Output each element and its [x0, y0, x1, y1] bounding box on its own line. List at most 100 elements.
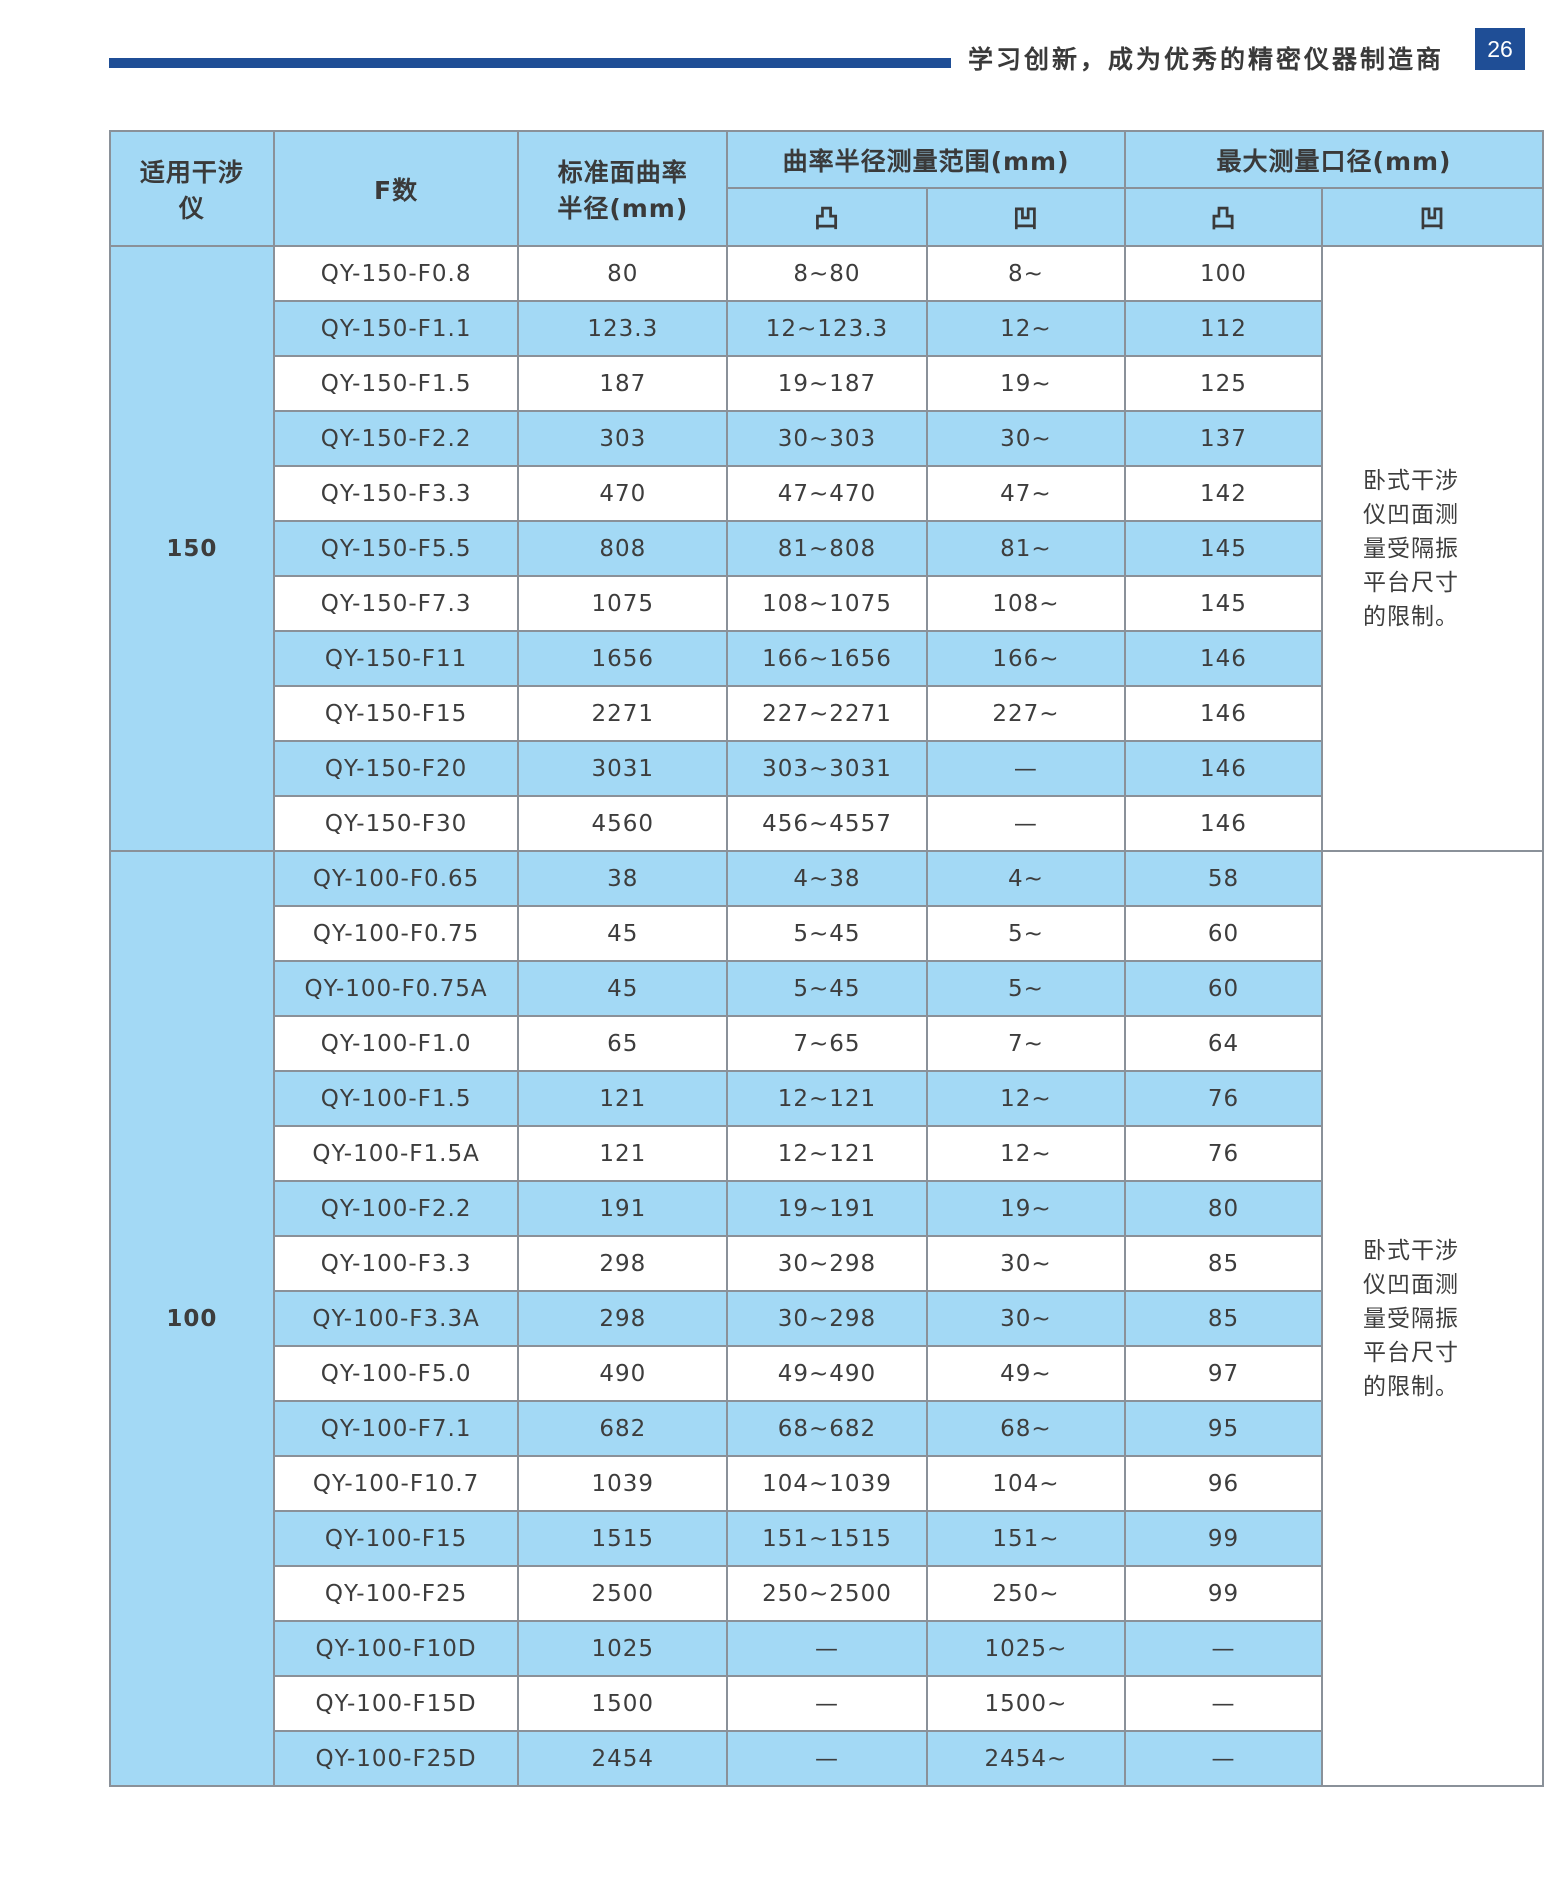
spec-table: 适用干涉仪 F数 标准面曲率半径(mm) 曲率半径测量范围(mm) 最大测量口径… — [109, 130, 1544, 1787]
range-concave-cell: 12~ — [925, 1125, 1126, 1182]
std-radius-cell: 470 — [517, 465, 729, 522]
range-concave-cell: 49~ — [925, 1345, 1126, 1402]
range-concave-cell: 81~ — [925, 520, 1126, 577]
aperture-convex-cell: 58 — [1123, 850, 1323, 907]
f-number-cell: QY-100-F25 — [272, 1565, 520, 1622]
std-radius-cell: 682 — [517, 1400, 729, 1457]
aperture-convex-cell: 95 — [1123, 1400, 1323, 1457]
f-number-cell: QY-100-F3.3 — [272, 1235, 520, 1292]
aperture-convex-cell: 76 — [1123, 1070, 1323, 1127]
table-row: QY-100-F15 1515 151~1515 151~ 99 — [110, 1510, 1543, 1567]
table-row: QY-100-F15D 1500—1500~ — — [110, 1675, 1543, 1732]
range-convex-cell: 12~121 — [726, 1070, 928, 1127]
aperture-convex-cell: 145 — [1123, 520, 1323, 577]
std-radius-cell: 1500 — [517, 1675, 729, 1732]
range-convex-cell: 47~470 — [726, 465, 928, 522]
range-concave-cell: 250~ — [925, 1565, 1126, 1622]
page-number: 26 — [1475, 28, 1525, 70]
range-convex-cell: 456~4557 — [726, 795, 928, 852]
range-convex-cell: 303~3031 — [726, 740, 928, 797]
header-bar — [109, 58, 951, 68]
header-f-number: F数 — [272, 130, 520, 247]
f-number-cell: QY-100-F1.5A — [272, 1125, 520, 1182]
std-radius-cell: 65 — [517, 1015, 729, 1072]
table-row: QY-100-F25D 2454—2454~ — — [110, 1730, 1543, 1787]
f-number-cell: QY-100-F25D — [272, 1730, 520, 1787]
range-convex-cell: 227~2271 — [726, 685, 928, 742]
range-concave-cell: 47~ — [925, 465, 1126, 522]
table-row: QY-100-F10D 1025—1025~ — — [110, 1620, 1543, 1677]
std-radius-cell: 121 — [517, 1125, 729, 1182]
header-radius-range: 曲率半径测量范围(mm) — [726, 130, 1126, 189]
f-number-cell: QY-100-F0.75A — [272, 960, 520, 1017]
table-row: QY-150-F5.5 808 81~808 81~ 145 — [110, 520, 1543, 577]
f-number-cell: QY-150-F5.5 — [272, 520, 520, 577]
header-std-radius: 标准面曲率半径(mm) — [517, 130, 729, 247]
f-number-cell: QY-150-F1.1 — [272, 300, 520, 357]
aperture-convex-cell: 112 — [1123, 300, 1323, 357]
table-row: QY-100-F5.0 490 49~490 49~ 97 — [110, 1345, 1543, 1402]
std-radius-cell: 808 — [517, 520, 729, 577]
range-concave-cell: 104~ — [925, 1455, 1126, 1512]
aperture-convex-cell: 60 — [1123, 905, 1323, 962]
table-row: QY-150-F2.2 303 30~303 30~ 137 — [110, 410, 1543, 467]
range-concave-cell: 30~ — [925, 410, 1126, 467]
table-row: 100 QY-100-F0.65 38 4~38 4~ 58 卧式干涉仪凹面测量受隔振平台尺… — [109, 850, 1544, 1787]
aperture-convex-cell: — — [1123, 1730, 1323, 1787]
aperture-convex-cell: 99 — [1123, 1510, 1323, 1567]
range-convex-cell: 81~808 — [726, 520, 928, 577]
f-number-cell: QY-100-F15 — [272, 1510, 520, 1567]
interferometer-cell: 150 — [109, 245, 275, 852]
std-radius-cell: 45 — [517, 905, 729, 962]
aperture-convex-cell: 80 — [1123, 1180, 1323, 1237]
std-radius-cell: 490 — [517, 1345, 729, 1402]
f-number-cell: QY-100-F0.65 — [272, 850, 520, 907]
slogan: 学习创新，成为优秀的精密仪器制造商 — [968, 45, 1445, 74]
aperture-convex-cell: 146 — [1123, 685, 1323, 742]
aperture-convex-cell: — — [1123, 1620, 1323, 1677]
aperture-convex-cell: 137 — [1123, 410, 1323, 467]
f-number-cell: QY-100-F5.0 — [272, 1345, 520, 1402]
std-radius-cell: 2454 — [517, 1730, 729, 1787]
range-concave-cell: 19~ — [925, 1180, 1126, 1237]
range-concave-cell: 19~ — [925, 355, 1126, 412]
note-cell: 卧式干涉仪凹面测量受隔振平台尺寸的限制。 — [1320, 850, 1544, 1787]
range-concave-cell: 30~ — [925, 1290, 1126, 1347]
range-concave-cell: 5~ — [925, 960, 1126, 1017]
table-row: QY-100-F25 2500 250~2500 250~ 99 — [110, 1565, 1543, 1622]
range-concave-cell: 2454~ — [925, 1730, 1126, 1787]
std-radius-cell: 45 — [517, 960, 729, 1017]
std-radius-cell: 2271 — [517, 685, 729, 742]
range-concave-cell: 12~ — [925, 1070, 1126, 1127]
table-row: QY-100-F1.0 65 7~65 7~ 64 — [110, 1015, 1543, 1072]
std-radius-cell: 298 — [517, 1290, 729, 1347]
aperture-convex-cell: — — [1123, 1675, 1323, 1732]
range-concave-cell: 7~ — [925, 1015, 1126, 1072]
range-convex-cell: 30~303 — [726, 410, 928, 467]
f-number-cell: QY-150-F1.5 — [272, 355, 520, 412]
f-number-cell: QY-150-F30 — [272, 795, 520, 852]
table-row: QY-150-F7.3 1075 108~1075 108~ 145 — [110, 575, 1543, 632]
table-row: QY-100-F0.75 45 5~45 5~ 60 — [110, 905, 1543, 962]
table-row: QY-100-F1.5 121 12~121 12~ 76 — [110, 1070, 1543, 1127]
std-radius-cell: 2500 — [517, 1565, 729, 1622]
std-radius-cell: 1515 — [517, 1510, 729, 1567]
std-radius-cell: 191 — [517, 1180, 729, 1237]
f-number-cell: QY-100-F10.7 — [272, 1455, 520, 1512]
range-convex-cell: 250~2500 — [726, 1565, 928, 1622]
aperture-convex-cell: 96 — [1123, 1455, 1323, 1512]
range-concave-cell: 5~ — [925, 905, 1126, 962]
range-convex-cell: 151~1515 — [726, 1510, 928, 1567]
f-number-cell: QY-150-F3.3 — [272, 465, 520, 522]
std-radius-cell: 1039 — [517, 1455, 729, 1512]
header-interferometer: 适用干涉仪 — [109, 130, 275, 247]
aperture-convex-cell: 145 — [1123, 575, 1323, 632]
aperture-convex-cell: 85 — [1123, 1235, 1323, 1292]
range-convex-cell: 19~187 — [726, 355, 928, 412]
header-range-convex: 凸 — [726, 187, 928, 247]
range-convex-cell: — — [726, 1675, 928, 1732]
f-number-cell: QY-100-F3.3A — [272, 1290, 520, 1347]
aperture-convex-cell: 146 — [1123, 740, 1323, 797]
table-row: QY-150-F3.3 470 47~470 47~ 142 — [110, 465, 1543, 522]
aperture-convex-cell: 85 — [1123, 1290, 1323, 1347]
